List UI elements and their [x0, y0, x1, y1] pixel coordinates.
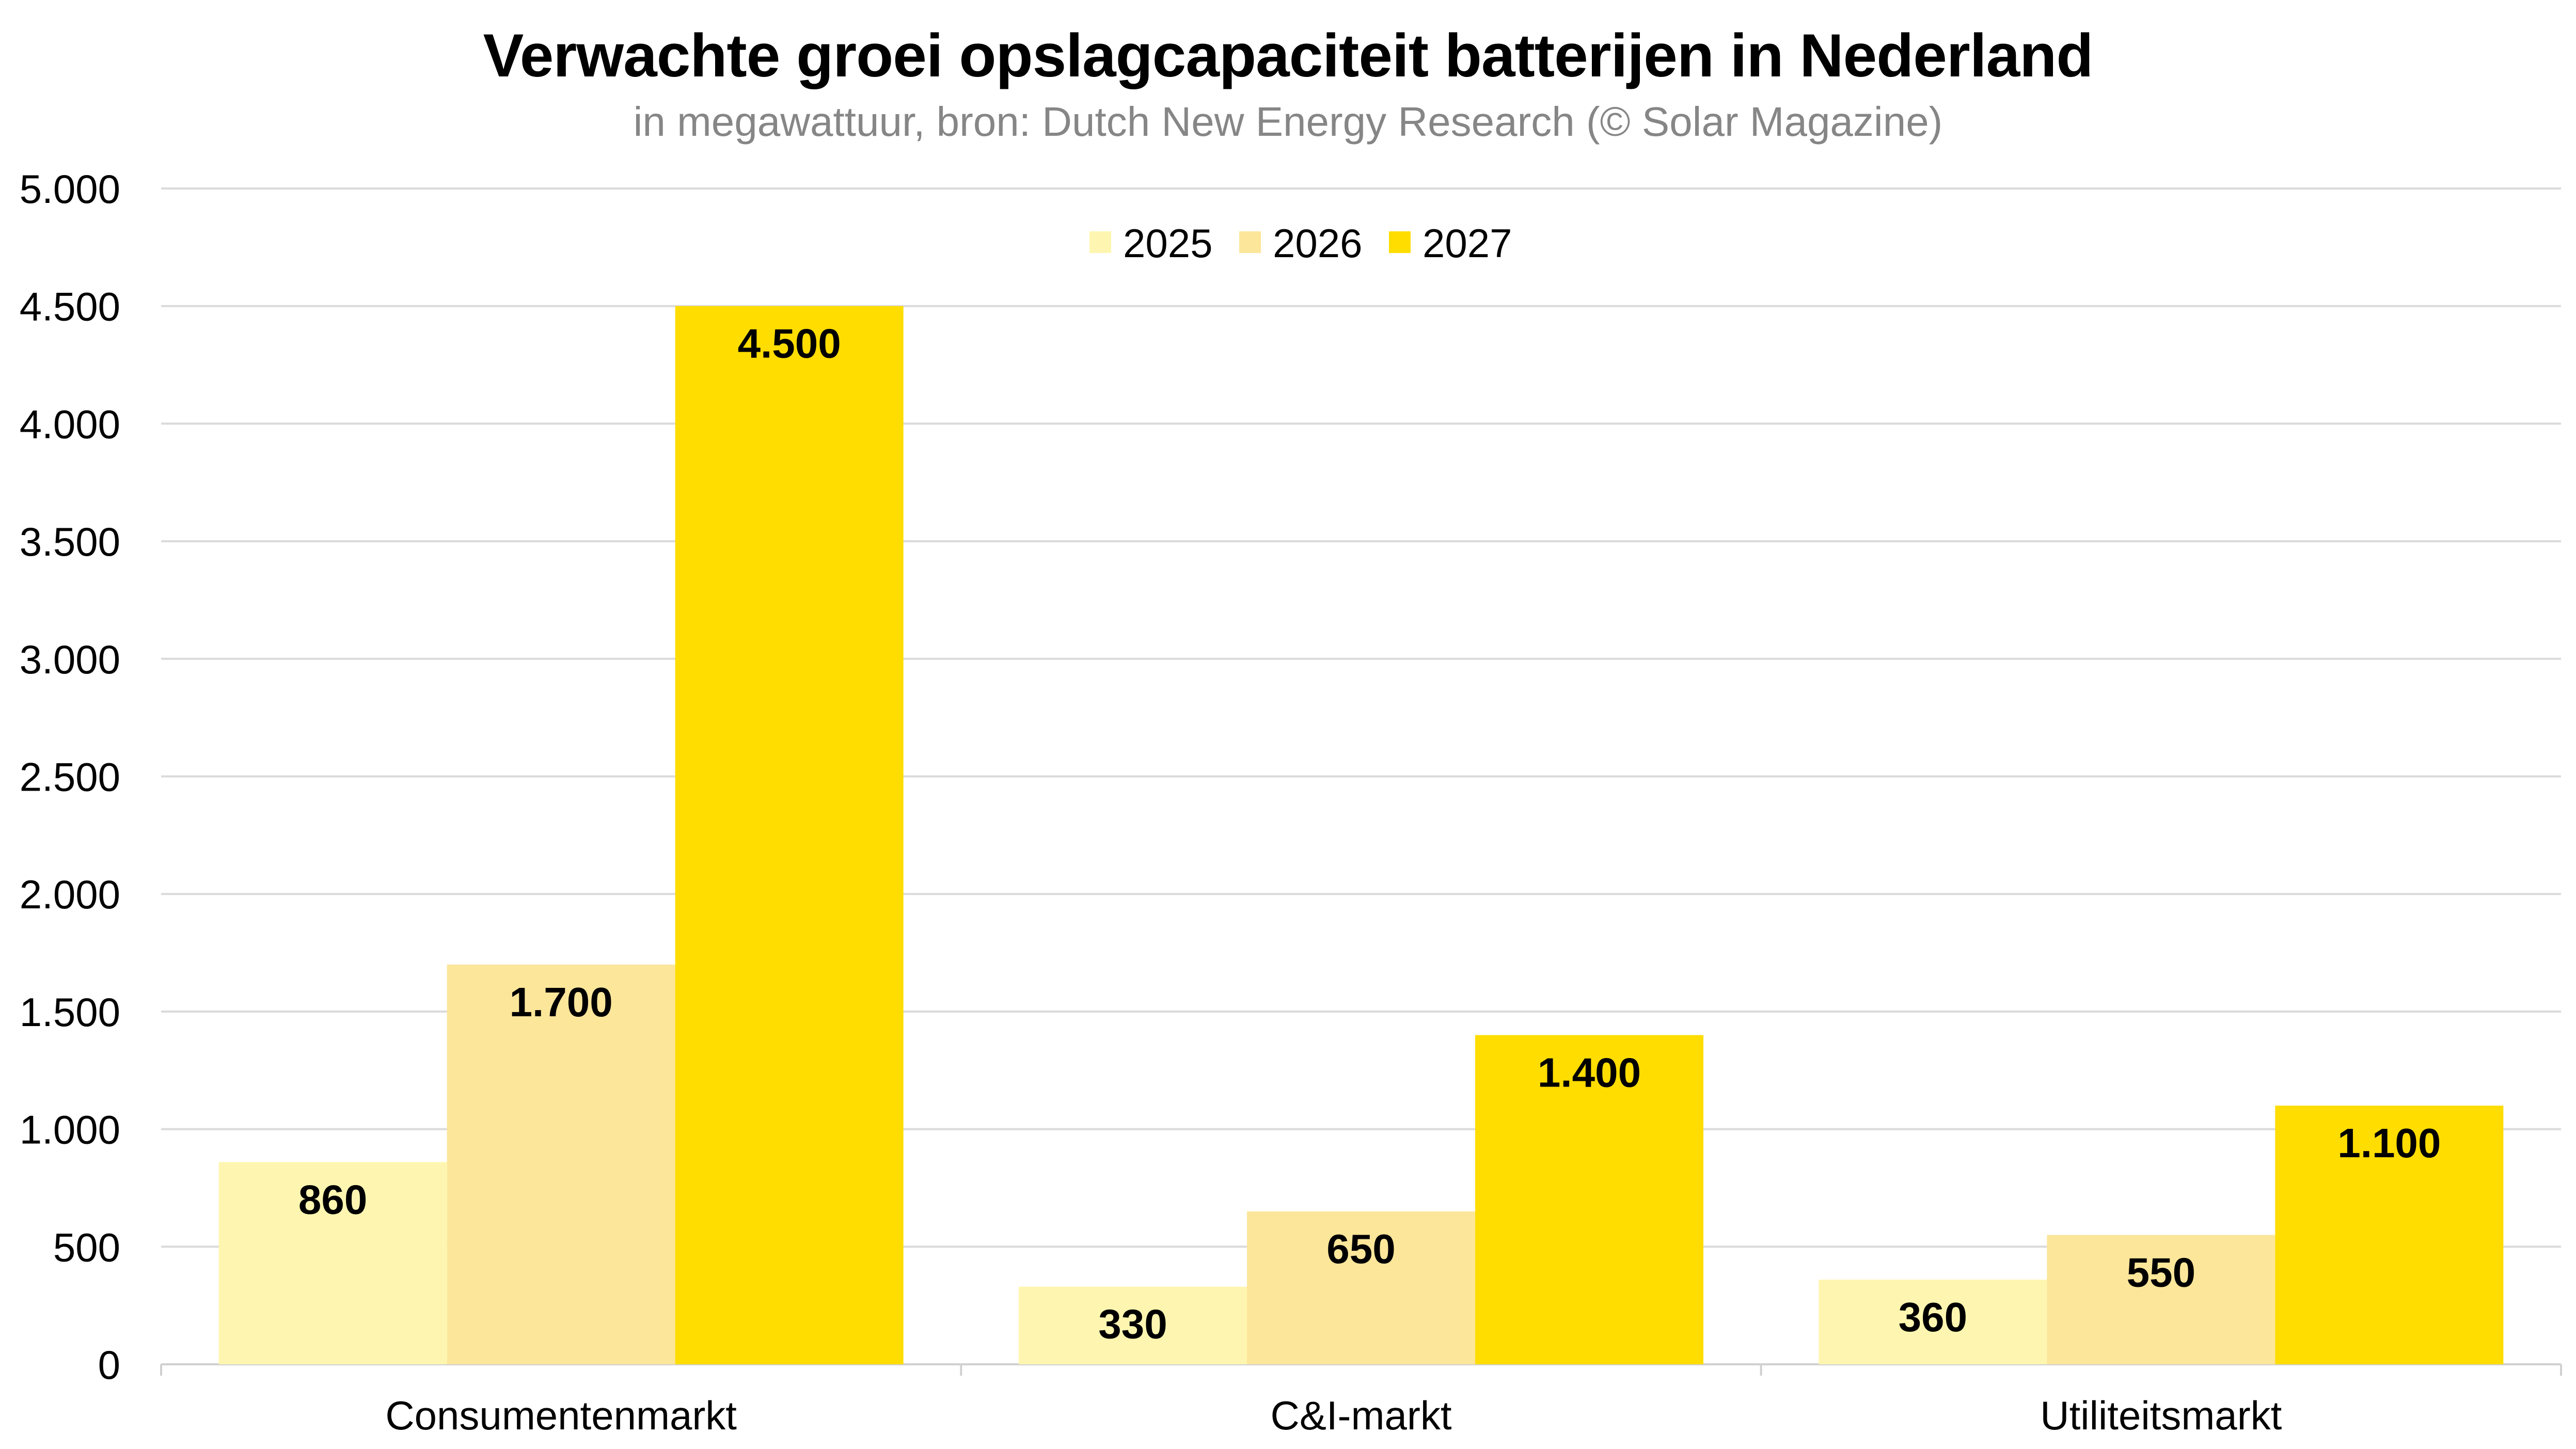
legend-label: 2025	[1123, 220, 1213, 266]
x-tick-label: Utiliteitsmarkt	[2040, 1393, 2282, 1438]
bar-2025-1	[1019, 1286, 1247, 1364]
chart-title: Verwachte groei opslagcapaciteit batteri…	[483, 22, 2094, 90]
bar-2027-2	[2275, 1106, 2504, 1364]
bar-2026-0	[447, 964, 675, 1364]
y-tick-label: 0	[98, 1342, 120, 1388]
value-labels: 860 1.700 4.500 330 650 1.400 360 550 1.100	[298, 321, 2441, 1347]
y-tick-label: 4.000	[20, 401, 120, 447]
data-label: 650	[1326, 1226, 1395, 1272]
bar-2026-1	[1247, 1211, 1475, 1364]
data-label: 4.500	[738, 321, 841, 367]
data-label: 1.100	[2337, 1120, 2441, 1166]
legend-item-2025: 2025	[1089, 220, 1213, 266]
y-tick-label: 3.500	[20, 519, 120, 564]
legend-swatch	[1089, 231, 1111, 253]
bar-2026-2	[2047, 1235, 2275, 1364]
bar-2027-0	[675, 306, 904, 1365]
data-label: 330	[1098, 1301, 1167, 1347]
x-tick-label: Consumentenmarkt	[385, 1393, 737, 1438]
y-tick-label: 4.500	[20, 284, 120, 329]
legend-swatch	[1239, 231, 1261, 253]
y-axis: 0 500 1.000 1.500 2.000 2.500 3.000 3.500 4.000 4…	[20, 166, 120, 1388]
y-tick-label: 5.000	[20, 166, 120, 212]
bar-2025-0	[218, 1162, 447, 1364]
y-tick-label: 1.000	[20, 1107, 120, 1153]
y-tick-label: 2.500	[20, 754, 120, 800]
y-tick-label: 500	[53, 1224, 120, 1270]
y-tick-label: 1.500	[20, 989, 120, 1035]
legend-label: 2027	[1423, 220, 1512, 266]
x-tick-label: C&I-markt	[1271, 1393, 1452, 1438]
data-label: 360	[1899, 1294, 1967, 1340]
gridlines	[161, 187, 2561, 1365]
legend-item-2026: 2026	[1239, 220, 1363, 266]
data-label: 1.400	[1538, 1049, 1641, 1095]
legend-swatch	[1389, 231, 1411, 253]
data-label: 860	[298, 1176, 367, 1222]
y-tick-label: 3.000	[20, 637, 120, 682]
bar-2027-1	[1475, 1035, 1703, 1364]
legend: 2025 2026 2027	[1089, 220, 1512, 266]
data-label: 550	[2127, 1250, 2195, 1296]
data-label: 1.700	[510, 979, 613, 1025]
x-axis: Consumentenmarkt C&I-markt Utiliteitsmarkt	[160, 1364, 2562, 1438]
bar-2025-2	[1819, 1280, 2047, 1364]
legend-item-2027: 2027	[1389, 220, 1512, 266]
y-tick-label: 2.000	[20, 872, 120, 917]
chart-subtitle: in megawattuur, bron: Dutch New Energy R…	[633, 99, 1943, 145]
legend-label: 2026	[1273, 220, 1363, 266]
bars	[218, 306, 2504, 1365]
